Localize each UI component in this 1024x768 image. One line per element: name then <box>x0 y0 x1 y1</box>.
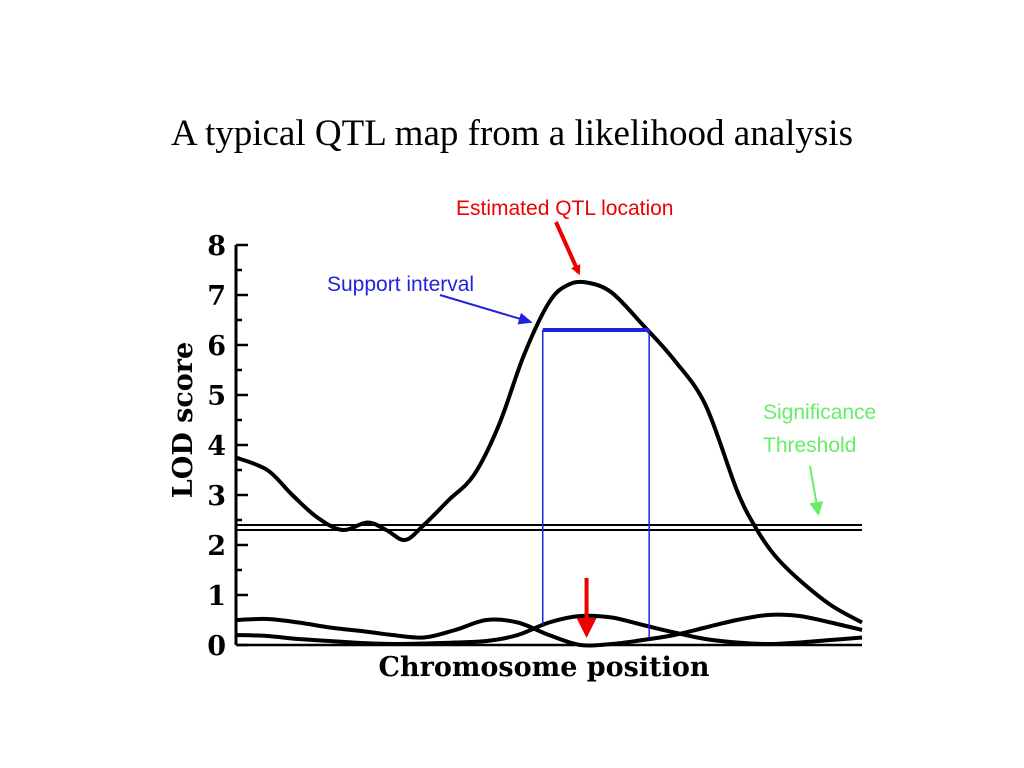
slide-title: A typical QTL map from a likelihood anal… <box>171 113 853 154</box>
y-tick-label: 2 <box>207 531 226 562</box>
y-axis-title: LOD score <box>168 342 199 498</box>
y-tick-label: 8 <box>207 231 226 262</box>
lod-curve-3 <box>235 613 863 647</box>
y-tick-label: 3 <box>207 481 226 512</box>
estimated-location-arrow <box>554 221 581 276</box>
threshold-label-line: Threshold <box>763 434 856 457</box>
support-interval-label: Support interval <box>327 273 474 296</box>
x-axis-title: Chromosome position <box>378 652 709 683</box>
y-tick-label: 1 <box>207 581 226 612</box>
y-tick-label: 5 <box>207 381 226 412</box>
lod-curve-2 <box>235 612 863 648</box>
y-tick-label: 6 <box>207 331 226 362</box>
estimated-location-label: Estimated QTL location <box>456 197 674 220</box>
y-tick-label: 7 <box>207 281 226 312</box>
y-tick-label: 4 <box>207 431 226 462</box>
support-interval-arrow <box>439 294 533 325</box>
threshold-label-line: Significance <box>763 401 876 424</box>
y-tick-label: 0 <box>207 631 226 662</box>
threshold-arrow <box>809 465 824 516</box>
